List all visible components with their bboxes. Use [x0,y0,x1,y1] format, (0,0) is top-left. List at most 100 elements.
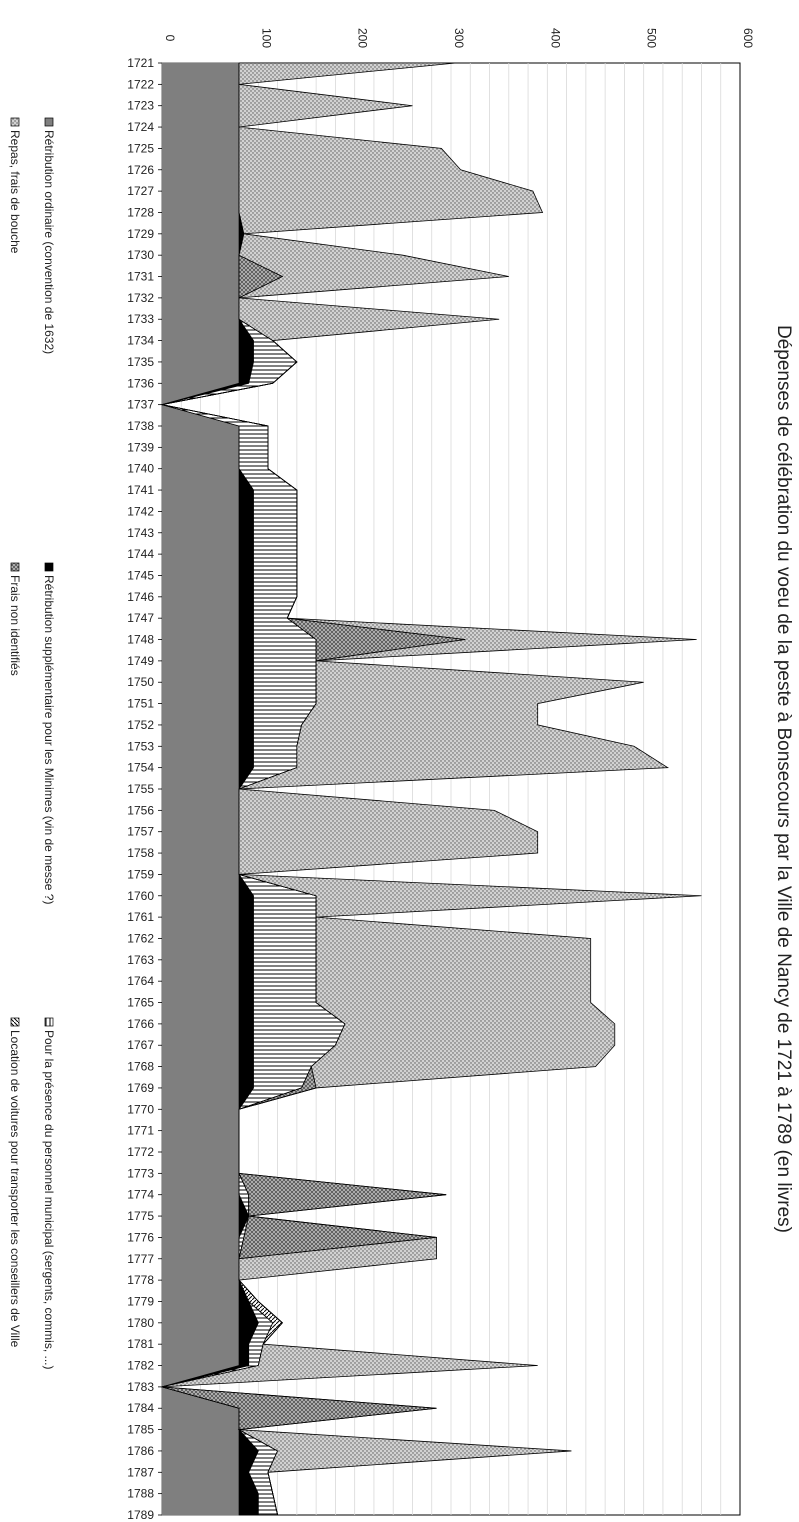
year-tick-label: 1770 [127,1102,154,1116]
year-tick-label: 1743 [127,526,154,540]
year-tick-label: 1741 [127,483,154,497]
legend-item: Rétribution ordinaire (convention de 163… [42,117,56,354]
value-tick-label: 600 [741,28,755,48]
year-tick-label: 1773 [127,1166,154,1180]
year-tick-label: 1761 [127,910,154,924]
year-tick-label: 1779 [127,1294,154,1308]
year-tick-label: 1760 [127,889,154,903]
year-tick-label: 1740 [127,462,154,476]
legend-label: Rétribution ordinaire (convention de 163… [42,130,56,354]
year-tick-label: 1763 [127,953,154,967]
year-tick-label: 1749 [127,654,154,668]
area-series [160,62,702,1516]
year-tick-label: 1731 [127,270,154,284]
year-tick-label: 1764 [127,974,154,988]
year-tick-label: 1771 [127,1124,154,1138]
legend-item: Rétribution supplémentaire pour les Mini… [42,562,56,904]
area-series-6 [161,62,702,1516]
legend-swatch [10,1017,20,1027]
year-tick-label: 1765 [127,996,154,1010]
year-tick-label: 1769 [127,1081,154,1095]
legend-swatch [10,562,20,572]
year-tick-label: 1752 [127,718,154,732]
area-series-1 [160,62,240,1516]
year-tick-label: 1726 [127,163,154,177]
year-tick-label: 1746 [127,590,154,604]
legend-swatch [44,562,54,572]
legend-swatch [10,117,20,127]
year-tick-label: 1759 [127,867,154,881]
year-tick-label: 1787 [127,1465,154,1479]
value-tick-label: 200 [356,28,370,48]
year-tick-label: 1747 [127,611,154,625]
year-tick-label: 1757 [127,825,154,839]
legend-swatch [44,1017,54,1027]
legend-label: Rétribution supplémentaire pour les Mini… [42,575,56,904]
year-tick-label: 1728 [127,205,154,219]
year-tick-label: 1786 [127,1444,154,1458]
year-tick-label: 1758 [127,846,154,860]
legend-item: Pour la présence du personnel municipal … [42,1017,56,1370]
legend-item: Repas, frais de bouche [8,117,22,254]
year-tick-label: 1748 [127,633,154,647]
year-tick-label: 1762 [127,931,154,945]
year-tick-label: 1789 [127,1508,154,1522]
legend: Rétribution ordinaire (convention de 163… [8,117,56,1370]
year-tick-label: 1788 [127,1487,154,1501]
year-tick-label: 1754 [127,761,154,775]
year-tick-label: 1727 [127,184,154,198]
year-tick-label: 1721 [127,56,154,70]
year-tick-label: 1725 [127,141,154,155]
year-tick-label: 1753 [127,739,154,753]
year-tick-label: 1723 [127,99,154,113]
year-tick-label: 1781 [127,1337,154,1351]
year-tick-label: 1737 [127,398,154,412]
legend-item: Frais non identifiés [8,562,22,676]
value-tick-label: 500 [645,28,659,48]
legend-label: Frais non identifiés [8,575,22,676]
year-tick-label: 1738 [127,419,154,433]
value-tick-label: 0 [163,35,177,42]
year-tick-label: 1733 [127,312,154,326]
year-axis-ticks: 1721 1722 1723 1724 1725 1726 1727 1728 1729 1730… [127,56,162,1522]
chart-title: Dépenses de célébration du voeu de la pe… [773,325,794,1233]
year-tick-label: 1744 [127,547,154,561]
year-tick-label: 1778 [127,1273,154,1287]
year-tick-label: 1755 [127,782,154,796]
year-tick-label: 1724 [127,120,154,134]
year-tick-label: 1739 [127,440,154,454]
year-tick-label: 1730 [127,248,154,262]
year-tick-label: 1772 [127,1145,154,1159]
legend-item: Location de voitures pour transporter le… [8,1017,22,1348]
legend-swatch [44,117,54,127]
legend-label: Repas, frais de bouche [8,130,22,254]
year-tick-label: 1767 [127,1038,154,1052]
year-tick-label: 1783 [127,1380,154,1394]
year-tick-label: 1742 [127,504,154,518]
year-tick-label: 1768 [127,1060,154,1074]
year-tick-label: 1775 [127,1209,154,1223]
year-tick-label: 1780 [127,1316,154,1330]
year-tick-label: 1785 [127,1423,154,1437]
year-tick-label: 1774 [127,1188,154,1202]
year-tick-label: 1756 [127,803,154,817]
year-tick-label: 1734 [127,334,154,348]
year-tick-label: 1776 [127,1230,154,1244]
year-tick-label: 1750 [127,675,154,689]
year-tick-label: 1777 [127,1252,154,1266]
value-tick-label: 400 [548,28,562,48]
value-tick-label: 300 [452,28,466,48]
year-tick-label: 1766 [127,1017,154,1031]
value-axis-ticks: 0 100 200 300 400 500 600 [163,28,755,48]
year-tick-label: 1735 [127,355,154,369]
year-tick-label: 1732 [127,291,154,305]
value-tick-label: 100 [259,28,273,48]
year-tick-label: 1784 [127,1401,154,1415]
year-tick-label: 1729 [127,227,154,241]
legend-label: Pour la présence du personnel municipal … [42,1030,56,1370]
year-tick-label: 1751 [127,697,154,711]
year-tick-label: 1782 [127,1359,154,1373]
year-tick-label: 1736 [127,376,154,390]
year-tick-label: 1722 [127,77,154,91]
